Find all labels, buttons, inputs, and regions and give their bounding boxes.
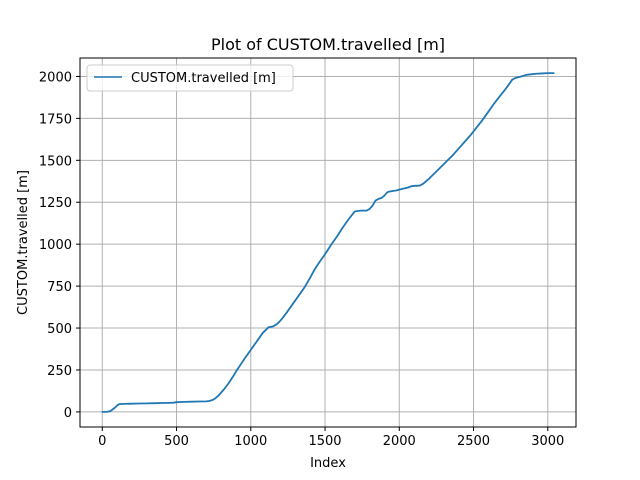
y-tick-label: 1250 [39,196,72,211]
y-tick-label: 1000 [39,238,72,253]
y-tick-label: 2000 [39,70,72,85]
x-tick-label: 2000 [383,434,416,449]
x-tick-label: 1000 [234,434,267,449]
legend-entry-label: CUSTOM.travelled [m] [131,71,276,86]
y-tick-label: 0 [64,406,72,421]
x-tick-label: 1500 [308,434,341,449]
series-layer [101,72,555,413]
legend-box [86,64,294,92]
y-tick-label: 750 [47,280,72,295]
x-axis-label: Index [310,456,346,471]
x-tick-label: 3000 [531,434,564,449]
y-tick-label: 500 [47,322,72,337]
ticks: 0 500 1000 1500 2000 2500 3000 0 250 500 750 1000 12… [39,70,564,449]
y-tick-label: 1500 [39,154,72,169]
y-axis-label: CUSTOM.travelled [m] [16,170,31,315]
y-tick-label: 1750 [39,112,72,127]
x-tick-label: 500 [164,434,189,449]
legend: CUSTOM.travelled [m] [86,64,294,92]
grid [80,58,576,427]
x-tick-label: 0 [98,434,106,449]
chart-title: Plot of CUSTOM.travelled [m] [211,35,445,54]
axes-frame [79,57,577,428]
series-line [101,72,555,413]
x-tick-label: 2500 [457,434,490,449]
y-tick-label: 250 [47,364,72,379]
